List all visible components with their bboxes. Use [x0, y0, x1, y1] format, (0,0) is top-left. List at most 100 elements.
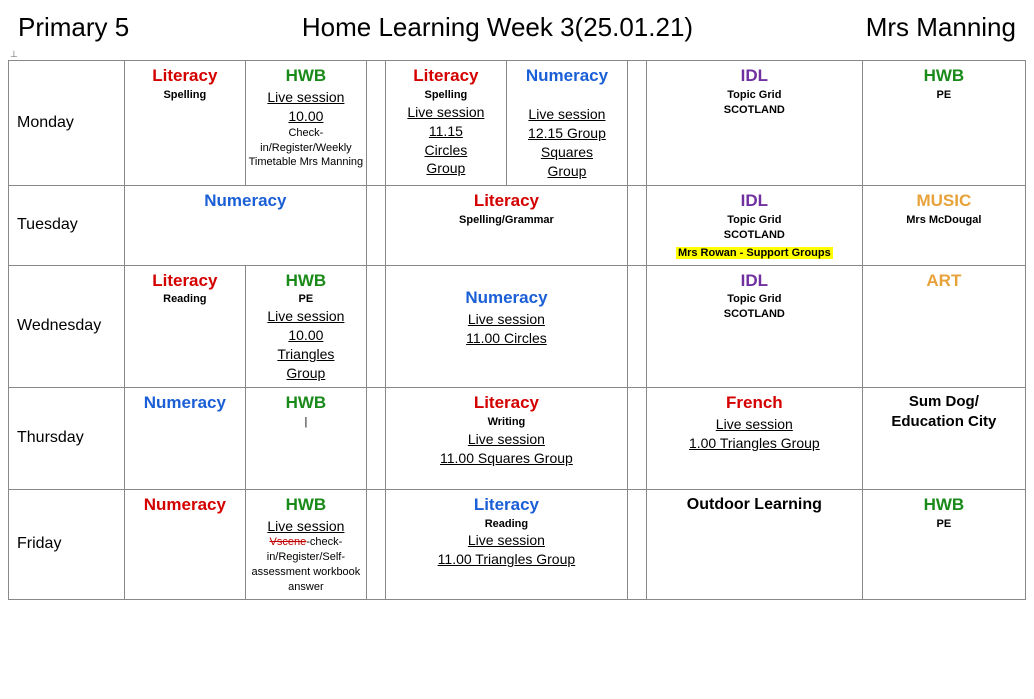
subject-title: Literacy: [388, 190, 625, 213]
fri-c1: Numeracy: [124, 489, 245, 599]
page-header: Primary 5 Home Learning Week 3(25.01.21)…: [8, 8, 1026, 53]
subject-title-plain: Outdoor Learning: [649, 494, 860, 516]
subject-title: Literacy: [388, 65, 504, 88]
live-line: Squares: [541, 143, 593, 162]
ruler-mark: ⊥: [10, 49, 1026, 60]
fri-c34: Literacy Reading Live session 11.00 Tria…: [385, 489, 627, 599]
live-line: 11.00 Triangles Group: [438, 550, 576, 569]
mon-c5: IDL Topic Grid SCOTLAND: [646, 61, 862, 186]
wed-c2: HWB PE Live session 10.00 Triangles Grou…: [245, 265, 366, 387]
mon-c1: Literacy Spelling: [124, 61, 245, 186]
mon-c4: Numeracy Live session 12.15 Group Square…: [506, 61, 627, 186]
subject-title: HWB: [865, 65, 1023, 88]
tue-c34: Literacy Spelling/Grammar: [385, 186, 627, 265]
gap: [366, 265, 385, 387]
strike-text: Vscene: [270, 536, 307, 548]
subject-sub: Writing: [388, 415, 625, 430]
live-line: 10.00: [288, 107, 323, 126]
live-line: Live session: [528, 105, 605, 124]
subject-title: HWB: [248, 65, 364, 88]
mon-c6: HWB PE: [862, 61, 1025, 186]
subject-title: Literacy: [388, 494, 625, 517]
subject-title: ART: [865, 270, 1023, 293]
live-line: Live session: [267, 88, 344, 107]
subject-title: Literacy: [127, 65, 243, 88]
detail-text: -check-in/Register/Self-assessment workb…: [251, 536, 360, 593]
live-line: 1.00 Triangles Group: [689, 434, 820, 453]
day-label: Tuesday: [9, 186, 125, 265]
day-label: Wednesday: [9, 265, 125, 387]
subject-sub: Topic Grid: [649, 292, 860, 307]
tue-c12: Numeracy: [124, 186, 366, 265]
thu-c6: Sum Dog/ Education City: [862, 387, 1025, 489]
row-thursday: Thursday Numeracy HWB | Literacy Writing…: [9, 387, 1026, 489]
subject-sub: PE: [248, 292, 364, 307]
live-line: Circles: [425, 141, 468, 160]
subject-sub: Spelling: [127, 88, 243, 103]
subject-sub: Spelling: [388, 88, 504, 103]
subject-title: IDL: [649, 270, 860, 293]
mon-c2: HWB Live session 10.00 Check-in/Register…: [245, 61, 366, 186]
gap: [627, 186, 646, 265]
live-line: 11.15: [429, 122, 463, 141]
header-right: Mrs Manning: [866, 12, 1016, 43]
live-line: Live session: [267, 517, 344, 536]
highlight-note: Mrs Rowan - Support Groups: [676, 247, 833, 259]
row-monday: Monday Literacy Spelling HWB Live sessio…: [9, 61, 1026, 186]
row-tuesday: Tuesday Numeracy Literacy Spelling/Gramm…: [9, 186, 1026, 265]
subject-title: Numeracy: [127, 392, 243, 415]
live-line: Live session: [267, 307, 344, 326]
subject-title: Numeracy: [127, 190, 364, 213]
subject-sub: Spelling/Grammar: [388, 213, 625, 228]
subject-title: HWB: [248, 494, 364, 517]
subject-title: Numeracy: [127, 494, 243, 517]
subject-title-plain: Sum Dog/: [865, 392, 1023, 412]
mon-c3: Literacy Spelling Live session 11.15 Cir…: [385, 61, 506, 186]
gap: [627, 489, 646, 599]
timetable: Monday Literacy Spelling HWB Live sessio…: [8, 60, 1026, 600]
subject-title: IDL: [649, 65, 860, 88]
subject-title: MUSIC: [865, 190, 1023, 213]
row-friday: Friday Numeracy HWB Live session Vscene-…: [9, 489, 1026, 599]
wed-c6: ART: [862, 265, 1025, 387]
subject-sub: Topic Grid: [649, 88, 860, 103]
live-line: 11.00 Circles: [466, 329, 547, 348]
subject-sub: Reading: [127, 292, 243, 307]
cell-detail: Vscene-check-in/Register/Self-assessment…: [248, 535, 364, 594]
header-center: Home Learning Week 3(25.01.21): [302, 12, 693, 43]
thu-c2: HWB |: [245, 387, 366, 489]
wed-c5: IDL Topic Grid SCOTLAND: [646, 265, 862, 387]
day-label: Friday: [9, 489, 125, 599]
cell-detail: Check-in/Register/Weekly Timetable Mrs M…: [248, 126, 364, 171]
subject-sub: PE: [865, 88, 1023, 103]
subject-title: HWB: [248, 270, 364, 293]
gap: [627, 265, 646, 387]
fri-c6: HWB PE: [862, 489, 1025, 599]
live-line: 11.00 Squares Group: [440, 449, 573, 468]
subject-sub: Topic Grid: [649, 213, 860, 228]
thu-c1: Numeracy: [124, 387, 245, 489]
live-line: Group: [286, 364, 325, 383]
live-line: Live session: [468, 310, 545, 329]
subject-sub2: SCOTLAND: [649, 307, 860, 322]
live-line: Triangles: [277, 345, 334, 364]
subject-title: Literacy: [127, 270, 243, 293]
gap: [366, 387, 385, 489]
subject-sub2: SCOTLAND: [649, 228, 860, 243]
header-left: Primary 5: [18, 12, 129, 43]
thu-c5: French Live session 1.00 Triangles Group: [646, 387, 862, 489]
fri-c5: Outdoor Learning: [646, 489, 862, 599]
day-label: Monday: [9, 61, 125, 186]
subject-title: HWB: [248, 392, 364, 415]
subject-sub: PE: [865, 517, 1023, 532]
live-line: Live session: [716, 415, 793, 434]
wed-c1: Literacy Reading: [124, 265, 245, 387]
subject-title: Numeracy: [509, 65, 625, 88]
day-label: Thursday: [9, 387, 125, 489]
row-wednesday: Wednesday Literacy Reading HWB PE Live s…: [9, 265, 1026, 387]
gap: [627, 61, 646, 186]
subject-title: Numeracy: [388, 287, 625, 310]
subject-title: French: [649, 392, 860, 415]
cell-detail: |: [248, 415, 364, 430]
live-line: Live session: [468, 531, 545, 550]
